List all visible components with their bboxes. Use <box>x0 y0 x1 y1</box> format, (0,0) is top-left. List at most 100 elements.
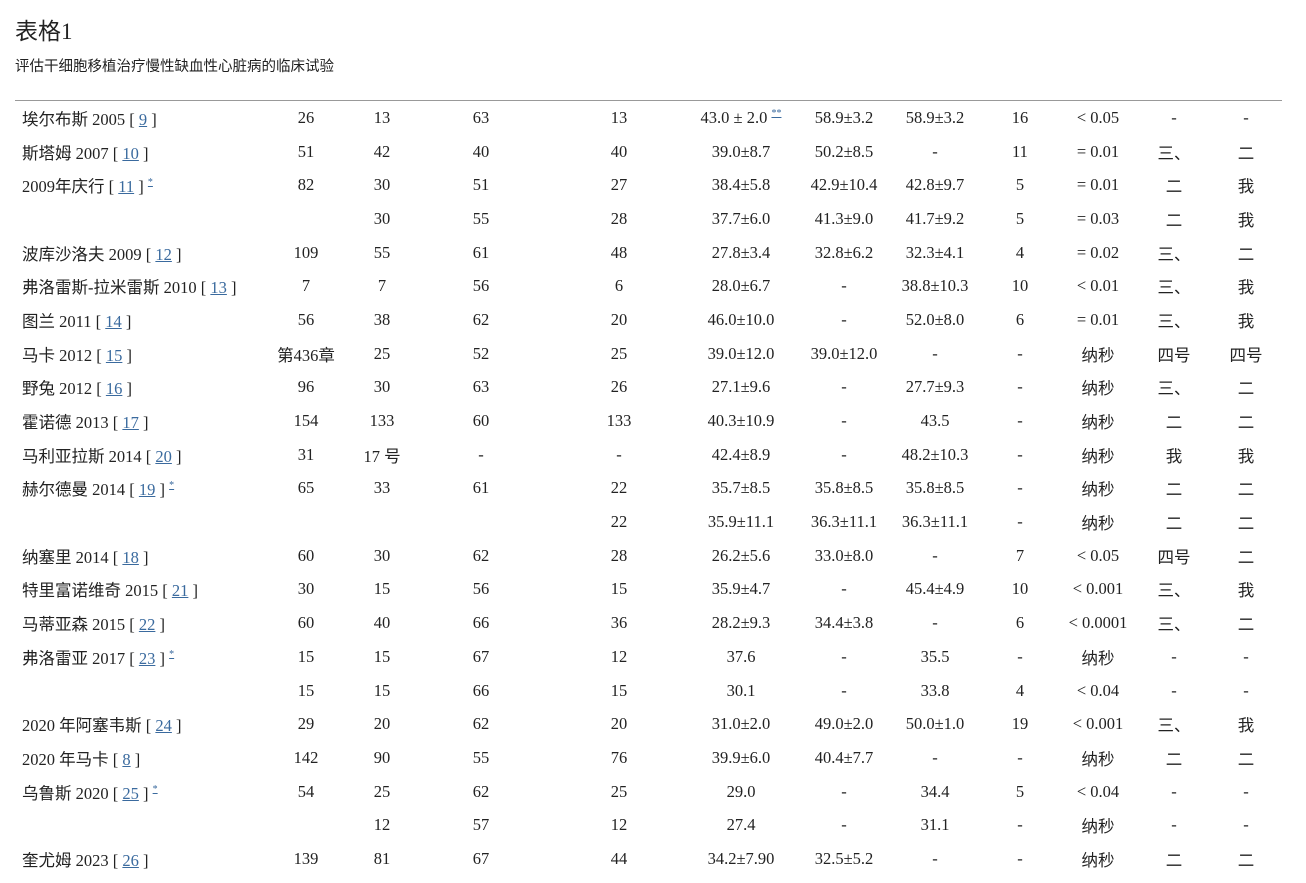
reference-link[interactable]: 14 <box>105 311 122 331</box>
reference-link[interactable]: 9 <box>138 109 148 129</box>
study-cell <box>15 202 260 236</box>
data-cell: = 0.01 <box>1064 135 1132 169</box>
cell-value: - <box>1017 747 1023 767</box>
data-cell: 35.9±11.1 <box>688 505 794 539</box>
data-cell: 32.8±6.2 <box>794 236 894 270</box>
data-cell: 二 <box>1216 135 1276 169</box>
footnote-link[interactable]: ** <box>771 107 782 119</box>
reference-link[interactable]: 11 <box>118 177 135 197</box>
reference-link[interactable]: 24 <box>155 716 172 736</box>
cell-value: 42.9±10.4 <box>810 175 878 195</box>
data-cell: - <box>794 674 894 708</box>
footnote-link[interactable]: * <box>152 783 158 795</box>
cell-value: 16 <box>1011 107 1029 127</box>
cell-value: 25 <box>373 343 391 363</box>
reference-link[interactable]: 21 <box>171 581 189 601</box>
cell-value: 三、 <box>1157 311 1191 331</box>
cell-value: 56 <box>472 579 490 599</box>
study-name: 霍诺德 2013 <box>22 413 109 433</box>
data-cell: 纳秒 <box>1064 472 1132 506</box>
table-row: 弗洛雷斯-拉米雷斯 2010 [ 13 ] 7 7 56 6 28.0±6.7 - 38.8±… <box>15 269 1276 303</box>
cell-value: < 0.01 <box>1076 276 1120 296</box>
study-name: 奎尤姆 2023 <box>22 850 109 870</box>
reference-link[interactable]: 18 <box>122 547 139 567</box>
study-name: 乌鲁斯 2020 <box>22 783 109 803</box>
cell-value: - <box>1243 781 1249 801</box>
data-cell: < 0.0001 <box>1064 606 1132 640</box>
table-row: 乌鲁斯 2020 [ 25 ] * 54 25 62 25 29.0 - 34.4 5 < 0.0… <box>15 775 1276 809</box>
footnote-link[interactable]: * <box>169 480 175 492</box>
cell-value: 三、 <box>1157 143 1191 163</box>
reference-link[interactable]: 20 <box>155 446 172 466</box>
footnote-link[interactable]: * <box>147 177 153 189</box>
reference-link[interactable]: 23 <box>138 648 156 668</box>
data-cell: 96 <box>260 371 352 405</box>
data-cell: 31 <box>260 438 352 472</box>
cell-value: - <box>841 411 847 431</box>
cell-value: 28 <box>610 208 628 228</box>
study-cell: 2009年庆行 [ 11 ] * <box>22 177 153 197</box>
data-cell: 28.2±9.3 <box>688 606 794 640</box>
reference-link[interactable]: 13 <box>210 278 227 298</box>
cell-value: 26.2±5.6 <box>711 545 771 565</box>
cell-value: - <box>478 444 484 464</box>
data-cell: 我 <box>1216 573 1276 607</box>
cell-value: - <box>1171 680 1177 700</box>
data-cell: 15 <box>352 640 412 674</box>
data-cell: 41.7±9.2 <box>894 202 976 236</box>
data-cell: 我 <box>1216 202 1276 236</box>
data-cell: 4 <box>976 236 1064 270</box>
data-cell: 我 <box>1216 303 1276 337</box>
reference-link[interactable]: 19 <box>138 480 156 500</box>
reference-link[interactable]: 15 <box>105 345 123 365</box>
data-cell: 29 <box>260 707 352 741</box>
cell-value: 35.5 <box>920 646 950 666</box>
cell-value: 58.9±3.2 <box>905 107 965 127</box>
reference-link[interactable]: 10 <box>122 143 139 163</box>
cell-value: 30 <box>373 545 391 565</box>
cell-value: 90 <box>373 747 391 767</box>
cell-value: 60 <box>297 613 315 633</box>
study-cell: 野兔 2012 [ 16 ] <box>22 379 132 399</box>
cell-value: - <box>1171 107 1177 127</box>
data-cell: 45.4±4.9 <box>894 573 976 607</box>
cell-value: 13 <box>610 107 628 127</box>
data-cell: 46.0±10.0 <box>688 303 794 337</box>
table-row: 30 55 28 37.7±6.0 41.3±9.0 41.7±9.2 5 = 0.03 二 我 <box>15 202 1276 236</box>
data-cell: 133 <box>352 404 412 438</box>
data-cell: 12 <box>352 808 412 842</box>
cell-value: 33.8 <box>920 680 950 700</box>
cell-value: = 0.02 <box>1076 242 1120 262</box>
cell-value: 42.8±9.7 <box>905 175 965 195</box>
cell-value: - <box>1017 815 1023 835</box>
reference-link[interactable]: 17 <box>122 413 139 433</box>
reference-link[interactable]: 12 <box>155 244 172 264</box>
data-cell: 12 <box>550 808 688 842</box>
data-cell: - <box>1216 101 1276 135</box>
data-cell: 40 <box>550 135 688 169</box>
data-cell: 30 <box>352 539 412 573</box>
reference-link[interactable]: 25 <box>122 783 139 803</box>
cell-value: 三、 <box>1157 581 1191 601</box>
cell-value: < 0.04 <box>1076 680 1120 700</box>
cell-value: 139 <box>293 848 319 868</box>
reference-link[interactable]: 26 <box>122 850 139 870</box>
cell-value: 7 <box>377 276 387 296</box>
cell-value: 20 <box>610 309 628 329</box>
cell-value: - <box>1243 646 1249 666</box>
data-cell: 15 <box>550 674 688 708</box>
data-cell: 32.3±4.1 <box>894 236 976 270</box>
cell-value: 纳秒 <box>1081 345 1115 365</box>
data-cell: - <box>976 472 1064 506</box>
reference-link[interactable]: 8 <box>122 749 131 769</box>
cell-value: - <box>1017 377 1023 397</box>
footnote-link[interactable]: * <box>169 648 175 660</box>
table-title: 表格1 <box>15 19 73 44</box>
reference-link[interactable]: 22 <box>138 615 156 635</box>
data-cell: 50.0±1.0 <box>894 707 976 741</box>
data-cell: 16 <box>976 101 1064 135</box>
cell-value: 41.3±9.0 <box>814 208 874 228</box>
reference-link[interactable]: 16 <box>105 379 123 399</box>
data-cell: - <box>1132 775 1216 809</box>
cell-value: 39.9±6.0 <box>711 747 771 767</box>
